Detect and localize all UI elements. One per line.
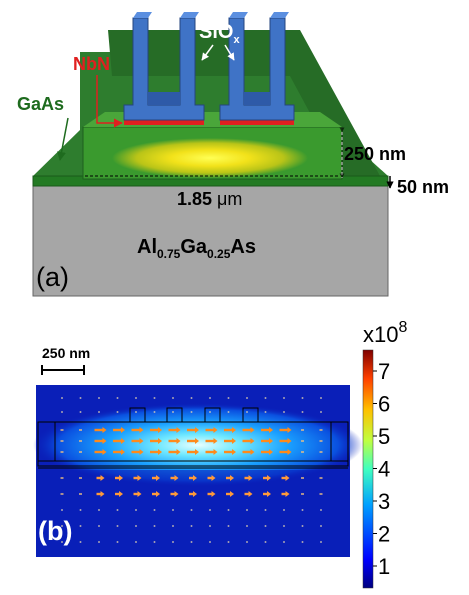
nbn-strip-left	[124, 120, 204, 125]
field-vector-head	[102, 438, 107, 444]
panel-a: SiOx NbN GaAs 250 nm 50 nm 1.85 μm Al0.7…	[17, 12, 449, 297]
structure-outlines	[37, 407, 349, 469]
panel-a-label: (a)	[36, 262, 69, 292]
field-vector-head	[139, 438, 144, 444]
film-label: 50 nm	[397, 177, 449, 197]
field-vector-head	[213, 427, 218, 433]
field-vector-head	[102, 427, 107, 433]
field-vector-head	[195, 449, 199, 455]
colorbar-tick-label: 2	[378, 522, 390, 547]
field-vector-head	[158, 449, 162, 455]
field-vector-head	[121, 427, 125, 433]
field-vector-head	[211, 475, 216, 481]
field-vector-head	[248, 475, 253, 481]
colorbar-tick-label: 1	[378, 554, 390, 579]
colorbar-multiplier: x108	[363, 319, 407, 347]
colorbar-tick-label: 5	[378, 424, 390, 449]
field-vector-head	[176, 449, 181, 455]
field-vector-head	[139, 427, 144, 433]
field-vector-head	[102, 449, 107, 455]
substrate-block	[32, 185, 389, 297]
field-vector-head	[158, 427, 162, 433]
sio-meander-left	[123, 12, 205, 121]
colorbar-tick-label: 4	[378, 457, 390, 482]
field-vector-head	[269, 427, 273, 433]
panel-b: 250 nm (b) x108 1 2 3 4 5 6 7	[33, 319, 407, 589]
field-vector-head	[250, 449, 255, 455]
field-vector-head	[248, 491, 253, 497]
field-vector-head	[232, 427, 236, 433]
field-vector-head	[213, 438, 218, 444]
field-vector-head	[176, 438, 181, 444]
colorbar	[362, 349, 374, 589]
field-vector-head	[100, 475, 105, 481]
field-vector-head	[156, 475, 160, 481]
field-vector-head	[232, 438, 236, 444]
field-vector-head	[121, 438, 125, 444]
gaas-label: GaAs	[17, 94, 64, 114]
field-arrows	[60, 397, 323, 543]
field-vector-head	[100, 491, 105, 497]
field-vector-head	[287, 427, 292, 433]
sio-arrow-left	[201, 44, 214, 61]
field-vector-head	[174, 475, 179, 481]
field-vector-head	[269, 449, 273, 455]
field-vector-head	[121, 449, 125, 455]
field-vector-head	[230, 491, 234, 497]
field-vector-head	[139, 449, 144, 455]
sio-arrow-right	[224, 44, 235, 61]
field-vector-head	[211, 491, 216, 497]
waveguide-ridge-top	[83, 112, 342, 127]
gaas-arrow	[57, 117, 69, 161]
field-vector-head	[176, 427, 181, 433]
optical-mode	[112, 138, 308, 178]
sio-meander-right	[219, 12, 295, 121]
field-vector-head	[232, 449, 236, 455]
field-vector-head	[267, 475, 271, 481]
colorbar-tick-label: 3	[378, 489, 390, 514]
field-vector-head	[193, 475, 197, 481]
nbn-arrow	[96, 75, 123, 128]
field-vector-head	[250, 438, 255, 444]
field-vector-head	[174, 491, 179, 497]
field-vector-head	[285, 475, 290, 481]
thickness-label: 250 nm	[344, 144, 406, 164]
field-vector-head	[269, 438, 273, 444]
field-vector-head	[119, 475, 123, 481]
nbn-label: NbN	[73, 54, 110, 74]
sio-label: SiOx	[199, 21, 240, 46]
colorbar-ticks: 1 2 3 4 5 6 7	[373, 359, 390, 579]
field-vector-head	[137, 491, 142, 497]
substrate-label: Al0.75Ga0.25As	[137, 236, 256, 261]
field-vector-head	[287, 438, 292, 444]
field-vector-head	[230, 475, 234, 481]
panel-b-label: (b)	[38, 516, 72, 546]
gaas-slab-back	[108, 30, 380, 176]
field-shade-bottom	[36, 470, 350, 557]
colorbar-tick-label: 7	[378, 359, 390, 384]
scalebar-label: 250 nm	[42, 345, 90, 361]
field-vector-head	[158, 438, 162, 444]
field-vector-head	[250, 427, 255, 433]
field-vector-head	[119, 491, 123, 497]
field-vector-head	[195, 438, 199, 444]
width-label: 1.85 μm	[177, 189, 242, 209]
field-vector-head	[287, 449, 292, 455]
colorbar-tick-label: 6	[378, 392, 390, 417]
field-vector-head	[267, 491, 271, 497]
field-vector-head	[156, 491, 160, 497]
field-vector-head	[285, 491, 290, 497]
field-vector-head	[213, 449, 218, 455]
field-vector-head	[137, 475, 142, 481]
nbn-strip-right	[220, 120, 294, 125]
field-vector-head	[193, 491, 197, 497]
field-vector-head	[195, 427, 199, 433]
